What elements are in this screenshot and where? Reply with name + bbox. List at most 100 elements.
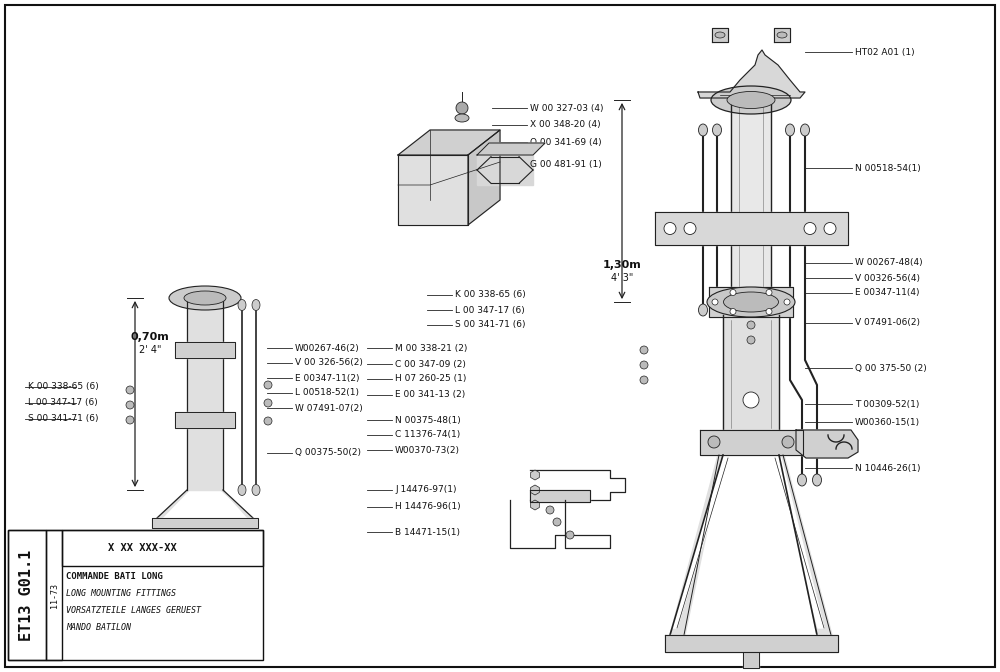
Text: X 00 348-20 (4): X 00 348-20 (4)	[530, 120, 601, 130]
Polygon shape	[477, 155, 533, 185]
Bar	[8, 530, 46, 660]
Ellipse shape	[252, 485, 260, 495]
Circle shape	[712, 299, 718, 305]
Text: W 00 327-03 (4): W 00 327-03 (4)	[530, 103, 604, 112]
Polygon shape	[731, 100, 771, 300]
Ellipse shape	[715, 32, 725, 38]
Text: 2' 4": 2' 4"	[139, 345, 161, 355]
Text: W 07491-07(2): W 07491-07(2)	[295, 403, 363, 413]
Ellipse shape	[711, 86, 791, 114]
Text: COMMANDE BATI LONG: COMMANDE BATI LONG	[66, 573, 163, 581]
Ellipse shape	[786, 124, 794, 136]
Circle shape	[456, 102, 468, 114]
Circle shape	[664, 222, 676, 235]
Circle shape	[264, 417, 272, 425]
Ellipse shape	[798, 474, 806, 486]
Ellipse shape	[238, 485, 246, 495]
Text: W00360-15(1): W00360-15(1)	[855, 417, 920, 427]
Polygon shape	[477, 143, 545, 155]
Polygon shape	[698, 50, 805, 98]
Circle shape	[684, 222, 696, 235]
Text: HT02 A01 (1): HT02 A01 (1)	[855, 48, 915, 56]
Ellipse shape	[238, 300, 246, 310]
Polygon shape	[779, 455, 832, 635]
Circle shape	[640, 376, 648, 384]
Ellipse shape	[252, 300, 260, 310]
Text: V 00 326-56(2): V 00 326-56(2)	[295, 358, 363, 368]
Polygon shape	[670, 455, 723, 635]
Text: LONG MOUNTING FITTINGS: LONG MOUNTING FITTINGS	[66, 589, 176, 598]
Circle shape	[264, 399, 272, 407]
Text: N 00518-54(1): N 00518-54(1)	[855, 163, 921, 173]
Circle shape	[640, 346, 648, 354]
Polygon shape	[743, 652, 759, 668]
Text: E 00 341-13 (2): E 00 341-13 (2)	[395, 390, 465, 399]
Ellipse shape	[777, 32, 787, 38]
Ellipse shape	[800, 124, 810, 136]
Text: V 00326-56(4): V 00326-56(4)	[855, 274, 920, 282]
Text: 0,70m: 0,70m	[131, 332, 169, 342]
Bar	[62, 530, 263, 566]
Circle shape	[126, 401, 134, 409]
Polygon shape	[709, 287, 793, 317]
Text: X XX XXX-XX: X XX XXX-XX	[108, 543, 177, 553]
Text: L 00 347-17 (6): L 00 347-17 (6)	[455, 306, 525, 314]
Circle shape	[747, 336, 755, 344]
Text: T 00309-52(1): T 00309-52(1)	[855, 399, 919, 409]
Circle shape	[708, 436, 720, 448]
Text: G 00 481-91 (1): G 00 481-91 (1)	[530, 161, 602, 169]
Text: 4' 3": 4' 3"	[611, 273, 633, 283]
Ellipse shape	[812, 474, 822, 486]
Text: K 00 338-65 (6): K 00 338-65 (6)	[455, 290, 526, 300]
Circle shape	[782, 436, 794, 448]
Polygon shape	[712, 28, 728, 42]
Circle shape	[126, 386, 134, 394]
Polygon shape	[468, 130, 500, 225]
Ellipse shape	[712, 124, 722, 136]
Text: E 00347-11(4): E 00347-11(4)	[855, 288, 920, 298]
Ellipse shape	[698, 304, 708, 316]
Text: M 00 338-21 (2): M 00 338-21 (2)	[395, 343, 467, 353]
Text: J 14476-97(1): J 14476-97(1)	[395, 485, 456, 495]
Circle shape	[766, 290, 772, 296]
Circle shape	[546, 506, 554, 514]
Text: 1,30m: 1,30m	[603, 260, 641, 270]
Circle shape	[640, 361, 648, 369]
Bar	[8, 530, 263, 660]
Ellipse shape	[707, 287, 795, 317]
Polygon shape	[152, 518, 258, 528]
Text: K 00 338-65 (6): K 00 338-65 (6)	[28, 382, 99, 392]
Ellipse shape	[724, 292, 778, 312]
Text: ET13 G01.1: ET13 G01.1	[19, 550, 34, 640]
Text: Q 00 341-69 (4): Q 00 341-69 (4)	[530, 138, 602, 146]
Text: Q 00375-50(2): Q 00375-50(2)	[295, 448, 361, 458]
Polygon shape	[700, 430, 803, 455]
Ellipse shape	[169, 286, 241, 310]
Text: N 10446-26(1): N 10446-26(1)	[855, 464, 920, 472]
Circle shape	[730, 308, 736, 314]
Text: MANDO BATILON: MANDO BATILON	[66, 624, 131, 632]
Polygon shape	[672, 458, 729, 628]
Text: Q 00 375-50 (2): Q 00 375-50 (2)	[855, 364, 927, 372]
Circle shape	[747, 321, 755, 329]
Text: 11-73: 11-73	[50, 583, 58, 607]
Text: L 00 347-17 (6): L 00 347-17 (6)	[28, 398, 98, 407]
Circle shape	[730, 290, 736, 296]
Text: H 14476-96(1): H 14476-96(1)	[395, 503, 461, 511]
Polygon shape	[175, 412, 235, 428]
Polygon shape	[796, 430, 858, 458]
Text: L 00518-52(1): L 00518-52(1)	[295, 388, 359, 398]
Polygon shape	[157, 490, 189, 518]
Polygon shape	[221, 490, 253, 518]
Polygon shape	[774, 458, 824, 628]
Circle shape	[553, 518, 561, 526]
Text: W00267-46(2): W00267-46(2)	[295, 343, 360, 353]
Polygon shape	[723, 315, 779, 430]
Ellipse shape	[184, 291, 226, 305]
Text: C 00 347-09 (2): C 00 347-09 (2)	[395, 360, 466, 368]
Polygon shape	[774, 28, 790, 42]
Text: H 07 260-25 (1): H 07 260-25 (1)	[395, 374, 466, 384]
Text: W 00267-48(4): W 00267-48(4)	[855, 259, 923, 267]
Polygon shape	[665, 635, 838, 652]
Text: V 07491-06(2): V 07491-06(2)	[855, 319, 920, 327]
